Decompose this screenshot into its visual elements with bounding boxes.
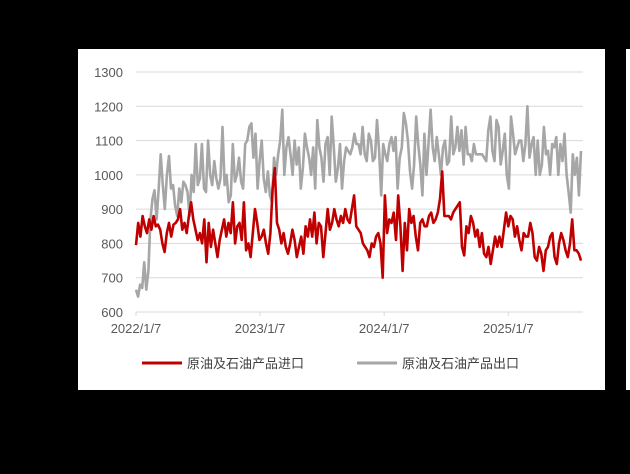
x-tick-label: 2022/1/7 bbox=[111, 321, 162, 336]
series-import-line bbox=[134, 166, 583, 279]
legend: 原油及石油产品进口 原油及石油产品出口 bbox=[142, 357, 519, 372]
edge-strip bbox=[626, 49, 630, 390]
y-tick-label: 1000 bbox=[94, 168, 123, 183]
chart-panel: 600 700 800 900 1000 1100 1200 1300 2022/1/7 2023… bbox=[78, 49, 605, 390]
x-tick-label: 2024/1/7 bbox=[359, 321, 410, 336]
y-tick-label: 1100 bbox=[95, 134, 123, 149]
y-axis-labels: 600 700 800 900 1000 1100 1200 1300 bbox=[94, 65, 123, 320]
y-tick-label: 1300 bbox=[94, 65, 123, 80]
y-tick-label: 1200 bbox=[94, 99, 123, 114]
y-gridlines bbox=[136, 71, 583, 313]
series-export-line bbox=[134, 104, 583, 298]
y-tick-label: 900 bbox=[101, 202, 123, 217]
x-axis-labels: 2022/1/7 2023/1/7 2024/1/7 2025/1/7 bbox=[111, 321, 534, 336]
line-chart: 600 700 800 900 1000 1100 1200 1300 2022/1/7 2023… bbox=[94, 65, 583, 372]
y-tick-label: 600 bbox=[101, 305, 123, 320]
legend-label: 原油及石油产品进口 bbox=[187, 357, 304, 372]
y-tick-label: 700 bbox=[101, 271, 123, 286]
x-tick-label: 2023/1/7 bbox=[235, 321, 286, 336]
x-tick-label: 2025/1/7 bbox=[483, 321, 534, 336]
legend-label: 原油及石油产品出口 bbox=[402, 357, 519, 372]
y-tick-label: 800 bbox=[101, 236, 123, 251]
